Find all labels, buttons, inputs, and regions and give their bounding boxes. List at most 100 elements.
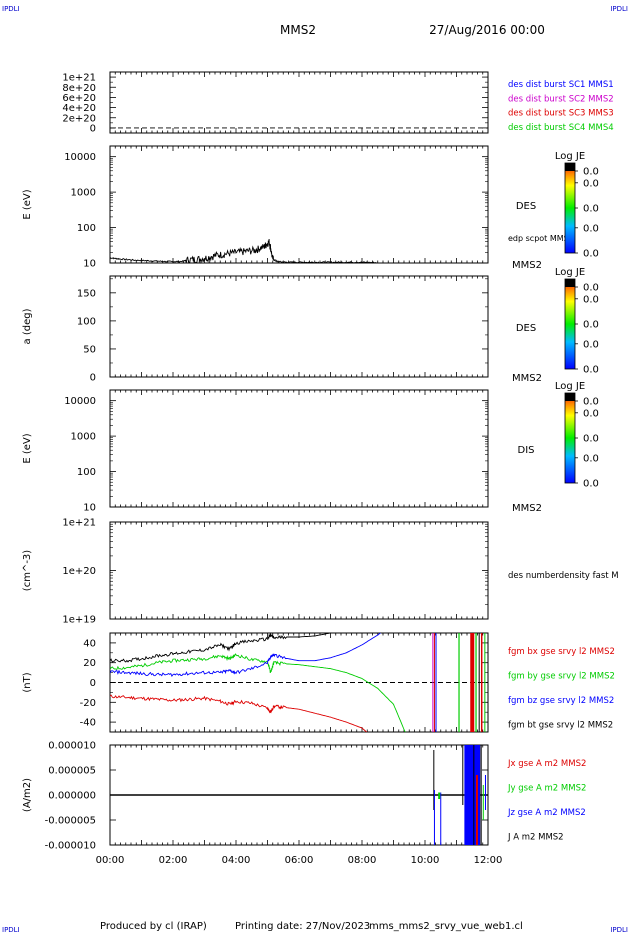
colorbar-title: Log JE: [555, 267, 585, 278]
colorbar-tick-label: 0.0: [583, 434, 599, 445]
fgm-series-line: [110, 633, 382, 677]
y-tick-label: 6e+20: [62, 93, 96, 104]
spacecraft-title: MMS2: [280, 23, 316, 37]
colorbar-title: Log JE: [555, 151, 585, 162]
panel-frame-5: [109, 521, 489, 620]
x-tick-label: 10:00: [411, 855, 440, 866]
instrument-label: DES: [516, 201, 536, 212]
legend-entry: Jz gse A m2 MMS2: [507, 808, 586, 818]
colorbar-tick-label: 0.0: [583, 397, 599, 408]
legend-entry: J A m2 MMS2: [507, 833, 564, 843]
y-tick-label: 0.000000: [48, 791, 96, 802]
corner-label-top-right: IPDLI: [610, 5, 628, 13]
y-tick-label: 0.000005: [48, 766, 96, 777]
x-tick-label: 06:00: [285, 855, 314, 866]
y-tick-label: 10000: [64, 396, 96, 407]
y-tick-label: 150: [77, 288, 96, 299]
footer-file-name: mms_mms2_srvy_vue_web1.cl: [369, 921, 523, 932]
colorbar-tick-label: 0.0: [583, 408, 599, 419]
y-tick-label: 50: [83, 344, 96, 355]
colorbar-tick-label: 0.0: [583, 294, 599, 305]
y-tick-label: 1e+20: [62, 566, 96, 577]
panel-frame-4: [109, 389, 489, 508]
colorbar-tick-label: 0.0: [583, 365, 599, 376]
legend-entry: fgm bt gse srvy l2 MMS2: [508, 721, 613, 731]
y-tick-label: 1e+21: [62, 518, 96, 529]
colorbar-tick-label: 0.0: [583, 223, 599, 234]
legend-entry: fgm bx gse srvy l2 MMS2: [508, 647, 615, 657]
fgm-series-line: [110, 633, 332, 663]
y-tick-label: 4e+20: [62, 103, 96, 114]
colorbar-tick-label: 0.0: [583, 167, 599, 178]
colorbar-tick-label: 0.0: [583, 453, 599, 464]
y-axis-label: (A/m2): [22, 778, 33, 812]
x-tick-label: 02:00: [159, 855, 188, 866]
y-tick-label: 8e+20: [62, 83, 96, 94]
corner-label-bottom-left: IPDLI: [2, 926, 20, 934]
legend-entry: des dist burst SC4 MMS4: [508, 123, 614, 133]
y-tick-label: 1000: [71, 432, 96, 443]
colorbar-max-cap: [565, 393, 575, 401]
y-tick-label: 0: [90, 678, 96, 689]
colorbar-tick-label: 0.0: [583, 178, 599, 189]
x-tick-label: 04:00: [222, 855, 251, 866]
panel-frame-3: [109, 275, 489, 378]
colorbar-tick-label: 0.0: [583, 249, 599, 260]
legend-entry: Jx gse A m2 MMS2: [507, 759, 586, 769]
y-axis-label: E (eV): [22, 189, 33, 219]
colorbar: [564, 278, 576, 370]
fgm-traces: [110, 633, 488, 732]
x-tick-label: 08:00: [348, 855, 377, 866]
y-tick-label: 0: [90, 373, 96, 384]
y-axis-label: a (deg): [22, 308, 33, 344]
spacecraft-label: MMS2: [512, 260, 542, 271]
y-tick-label: 0: [90, 123, 96, 134]
instrument-label: DES: [516, 323, 536, 334]
legend-entry: des dist burst SC3 MMS3: [508, 109, 614, 119]
legend-entry: fgm bz gse srvy l2 MMS2: [508, 696, 614, 706]
legend-entry: Jy gse A m2 MMS2: [507, 784, 586, 794]
fgm-series-line: [110, 653, 406, 732]
y-tick-label: 40: [83, 638, 96, 649]
y-tick-label: 1000: [71, 188, 96, 199]
corner-label-bottom-right: IPDLI: [610, 926, 628, 934]
colorbar-max-cap: [565, 279, 575, 287]
corner-label-top-left: IPDLI: [2, 5, 20, 13]
y-tick-label: 100: [77, 467, 96, 478]
colorbar-title: Log JE: [555, 381, 585, 392]
y-tick-label: 100: [77, 223, 96, 234]
x-tick-label: 00:00: [96, 855, 125, 866]
fgm-series-line: [110, 694, 368, 732]
footer-produced-by: Produced by cl (IRAP): [100, 921, 207, 932]
legend-entry: des numberdensity fast M: [508, 571, 619, 581]
colorbar-tick-label: 0.0: [583, 339, 599, 350]
legend-entry: des dist burst SC1 MMS1: [508, 80, 614, 90]
spacecraft-label: MMS2: [512, 373, 542, 384]
overlay-label: edp scpot MMS2: [508, 234, 574, 243]
colorbar-tick-label: 0.0: [583, 479, 599, 490]
spacecraft-label: MMS2: [512, 503, 542, 514]
colorbar: [564, 392, 576, 484]
colorbar-tick-label: 0.0: [583, 204, 599, 215]
datetime-title: 27/Aug/2016 00:00: [429, 23, 545, 37]
legend-entry: fgm by gse srvy l2 MMS2: [508, 672, 615, 682]
y-tick-label: -0.000010: [45, 841, 96, 852]
y-tick-label: 20: [83, 658, 96, 669]
y-tick-label: -0.000005: [45, 816, 96, 827]
y-tick-label: 10000: [64, 152, 96, 163]
y-tick-label: 2e+20: [62, 113, 96, 124]
y-axis-label: (cm^-3): [22, 550, 33, 591]
y-tick-label: 1e+19: [62, 615, 96, 626]
colorbar-max-cap: [565, 163, 575, 171]
scpot-trace: [110, 238, 378, 264]
legend-entry: des dist burst SC2 MMS2: [508, 94, 614, 104]
footer-printing-date: Printing date: 27/Nov/2023: [235, 921, 370, 932]
y-tick-label: 1e+21: [62, 73, 96, 84]
y-tick-label: -40: [80, 718, 96, 729]
current-traces: [110, 745, 488, 845]
y-tick-label: 100: [77, 316, 96, 327]
panel-frame-2: [109, 145, 489, 264]
instrument-label: DIS: [518, 445, 535, 456]
colorbar-tick-label: 0.0: [583, 283, 599, 294]
